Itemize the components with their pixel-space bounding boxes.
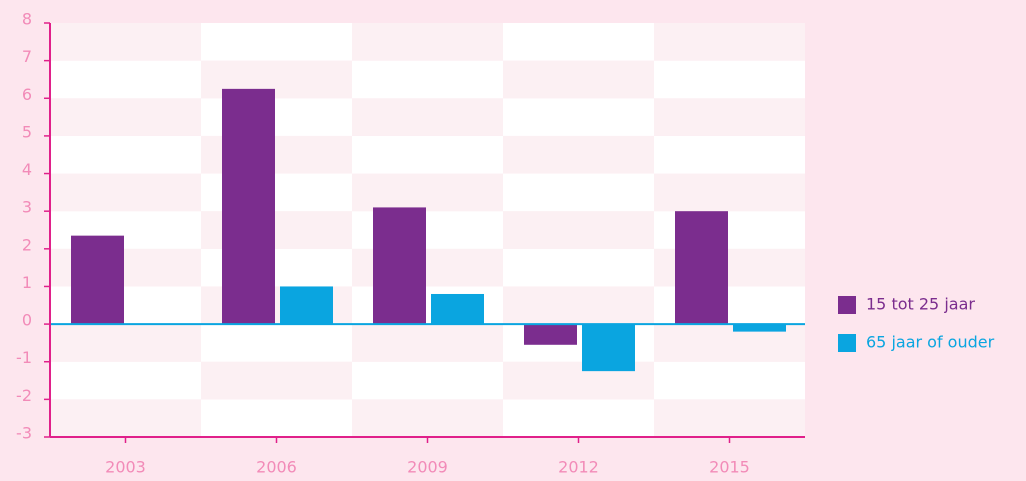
plot-cell	[50, 23, 201, 61]
y-tick-label: -3	[16, 424, 32, 443]
plot-cell	[503, 23, 654, 61]
plot-cell	[503, 60, 654, 99]
plot-cell	[503, 211, 654, 249]
plot-cell	[50, 399, 201, 437]
plot-cell	[50, 173, 201, 212]
plot-cell	[352, 23, 503, 61]
y-tick-label: 3	[22, 198, 32, 217]
plot-cell	[352, 60, 503, 99]
plot-cell	[352, 135, 503, 174]
plot-cell	[503, 135, 654, 174]
plot-cell	[503, 98, 654, 136]
y-tick-label: 8	[22, 10, 32, 29]
y-tick-label: 2	[22, 235, 32, 254]
bar	[675, 211, 728, 325]
plot-cell	[201, 324, 352, 362]
plot-cell	[503, 173, 654, 212]
legend-swatch	[838, 296, 856, 314]
x-tick-label: 2006	[256, 458, 297, 477]
plot-cell	[352, 399, 503, 437]
plot-cell	[654, 23, 805, 61]
x-tick-label: 2015	[709, 458, 750, 477]
bar	[733, 324, 786, 332]
bar	[431, 293, 484, 325]
plot-cell	[201, 399, 352, 437]
y-tick-label: 7	[22, 47, 32, 66]
plot-cell	[654, 399, 805, 437]
plot-cell	[654, 98, 805, 136]
bar	[524, 324, 577, 345]
bar	[222, 88, 275, 325]
plot-cell	[50, 135, 201, 174]
plot-cell	[654, 60, 805, 99]
x-tick-label: 2012	[558, 458, 599, 477]
y-tick-label: 0	[22, 311, 32, 330]
plot-cell	[503, 248, 654, 287]
y-tick-label: 5	[22, 122, 32, 141]
plot-cell	[352, 173, 503, 212]
plot-cell	[50, 361, 201, 400]
y-tick-label: 1	[22, 273, 32, 292]
bar	[582, 324, 635, 372]
plot-cell	[503, 286, 654, 325]
x-tick-label: 2009	[407, 458, 448, 477]
plot-cell	[352, 324, 503, 362]
plot-cell	[654, 361, 805, 400]
plot-cell	[201, 361, 352, 400]
legend-label: 65 jaar of ouder	[866, 333, 995, 352]
plot-cell	[352, 361, 503, 400]
plot-cell	[50, 324, 201, 362]
plot-cell	[654, 135, 805, 174]
y-tick-label: -2	[16, 386, 32, 405]
plot-cell	[50, 60, 201, 99]
x-tick-label: 2003	[105, 458, 146, 477]
plot-cell	[503, 399, 654, 437]
plot-cell	[50, 98, 201, 136]
legend-label: 15 tot 25 jaar	[866, 295, 975, 314]
y-tick-label: -1	[16, 348, 32, 367]
bar	[373, 207, 426, 325]
y-tick-label: 4	[22, 160, 32, 179]
plot-cell	[201, 23, 352, 61]
bar	[280, 286, 333, 325]
plot-cell	[352, 98, 503, 136]
y-tick-label: 6	[22, 85, 32, 104]
bar	[71, 235, 124, 325]
legend-swatch	[838, 334, 856, 352]
plot-cell	[654, 173, 805, 212]
